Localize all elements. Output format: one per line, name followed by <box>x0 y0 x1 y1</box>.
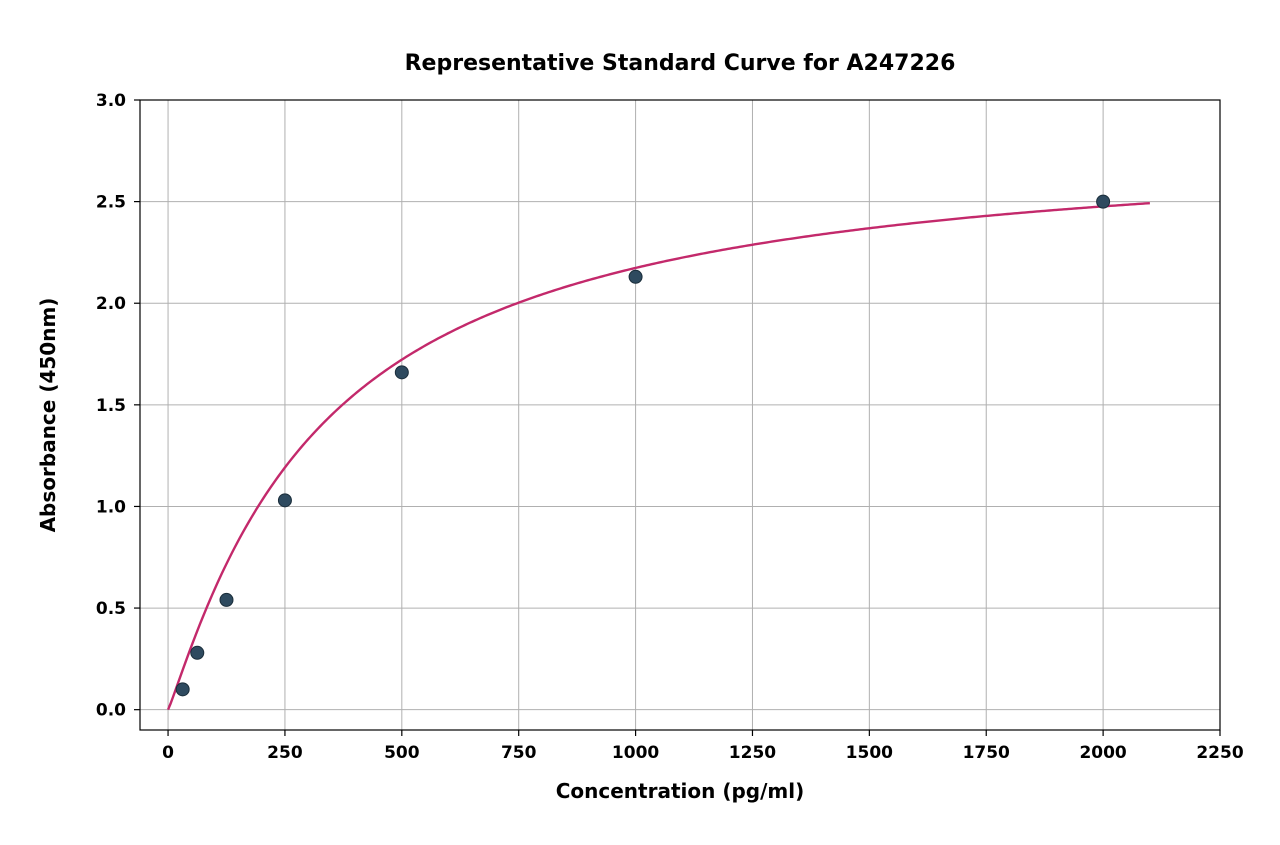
xtick-label: 2000 <box>1079 743 1126 763</box>
ytick-label: 1.5 <box>96 396 126 416</box>
plot-area <box>140 100 1220 730</box>
xtick-label: 2250 <box>1196 743 1243 763</box>
data-point <box>220 593 233 606</box>
ytick-label: 3.0 <box>96 91 126 111</box>
ytick-label: 0.0 <box>96 701 126 721</box>
xtick-label: 1750 <box>963 743 1010 763</box>
chart-container: 0 250 500 750 1000 1250 1500 1750 2000 2250 0.0 0.5… <box>0 0 1280 845</box>
data-point <box>1097 195 1110 208</box>
data-point <box>395 366 408 379</box>
x-axis-label: Concentration (pg/ml) <box>556 779 805 803</box>
chart-title: Representative Standard Curve for A24722… <box>405 51 956 76</box>
data-point <box>176 683 189 696</box>
ytick-label: 2.5 <box>96 193 126 213</box>
xtick-label: 1250 <box>729 743 776 763</box>
y-axis-label: Absorbance (450nm) <box>36 298 60 533</box>
xtick-label: 1000 <box>612 743 659 763</box>
xtick-label: 1500 <box>846 743 893 763</box>
xtick-label: 0 <box>162 743 174 763</box>
xtick-label: 750 <box>501 743 537 763</box>
ytick-label: 2.0 <box>96 294 126 314</box>
ytick-label: 1.0 <box>96 497 126 517</box>
xtick-label: 250 <box>267 743 303 763</box>
standard-curve-chart: 0 250 500 750 1000 1250 1500 1750 2000 2250 0.0 0.5… <box>0 0 1280 845</box>
ytick-label: 0.5 <box>96 599 126 619</box>
data-point <box>278 494 291 507</box>
data-point <box>191 646 204 659</box>
xtick-label: 500 <box>384 743 420 763</box>
data-point <box>629 270 642 283</box>
